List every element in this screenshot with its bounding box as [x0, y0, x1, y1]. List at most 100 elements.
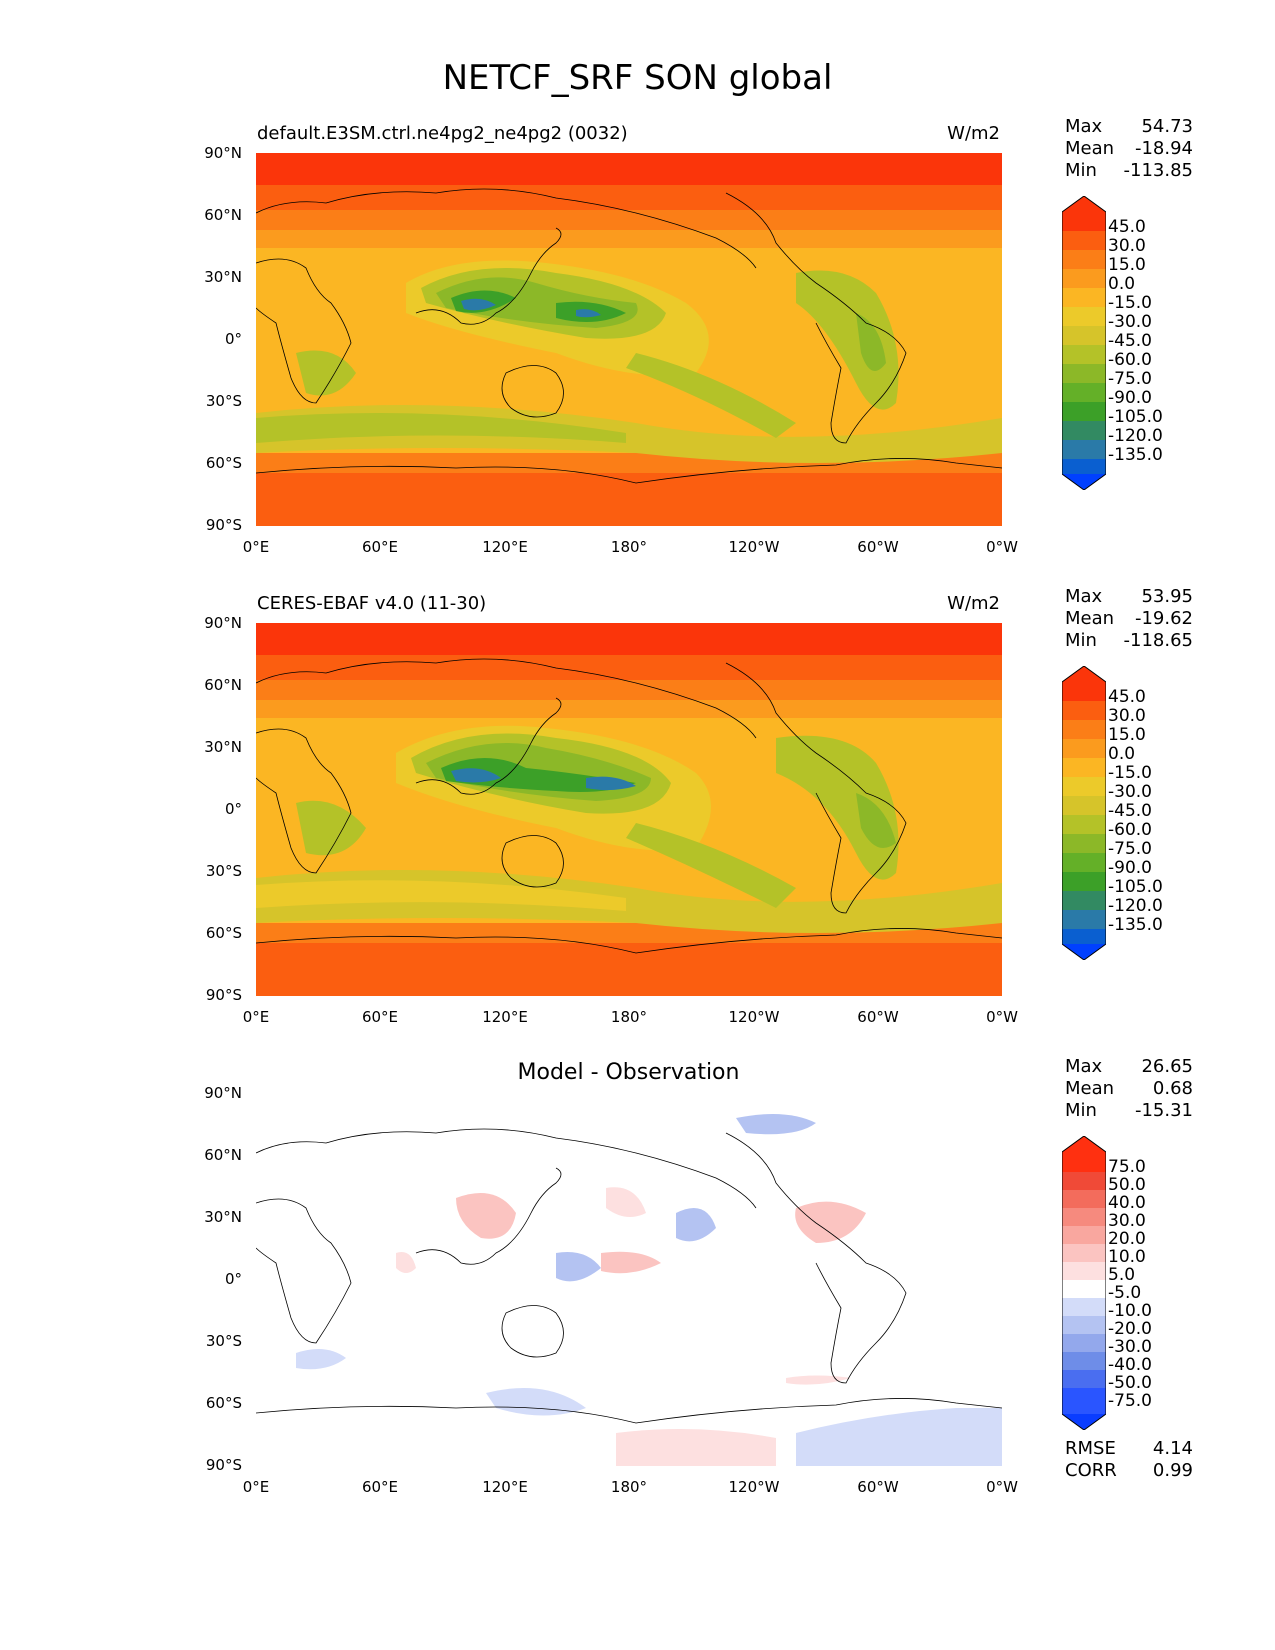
- antarctic-band-2: [256, 473, 1002, 526]
- colorbar: [1062, 196, 1106, 490]
- africa-coast: [256, 1198, 352, 1344]
- warm-pool-7: [576, 309, 601, 318]
- america-coast: [725, 662, 907, 914]
- lat-label: 30°S: [205, 392, 242, 410]
- eurasia-coast: [256, 1128, 757, 1209]
- diff-southern-blue: [486, 1388, 586, 1416]
- lon-label: 60°W: [857, 1008, 899, 1026]
- lon-label: 180°: [610, 1478, 648, 1496]
- asia-coast: [415, 1167, 562, 1265]
- contour-map: [256, 1093, 1002, 1466]
- lon-label: 120°E: [482, 1008, 528, 1026]
- arctic-band-2: [256, 185, 1002, 210]
- lat-label: 60°S: [205, 1394, 242, 1412]
- lon-label: 60°W: [857, 538, 899, 556]
- warm-pool-6: [586, 776, 636, 791]
- units-label: W/m2: [947, 593, 1000, 614]
- lat-label: 90°S: [205, 1456, 242, 1474]
- lat-label: 30°N: [204, 268, 242, 286]
- stats-box: Max 26.65 Mean 0.68 Min -15.31: [1065, 1056, 1193, 1121]
- lat-label: 30°S: [205, 862, 242, 880]
- lon-label: 60°E: [361, 1478, 399, 1496]
- contour-map: [256, 153, 1002, 526]
- lon-label: 0°E: [242, 1478, 270, 1496]
- lon-label: 180°: [610, 1008, 648, 1026]
- panel-title: Model - Observation: [517, 1060, 740, 1085]
- lat-label: 30°S: [205, 1332, 242, 1350]
- arctic-band-4: [256, 700, 1002, 718]
- lon-label: 120°E: [482, 1478, 528, 1496]
- lon-label: 180°: [610, 538, 648, 556]
- antarctica-coast: [256, 458, 1002, 484]
- figure-title: NETCF_SRF SON global: [442, 58, 833, 98]
- arctic-band: [256, 153, 1002, 185]
- colorbar-labels: 75.0 50.0 40.0 30.0 20.0 10.0 5.0 -5.0 -…: [1108, 1157, 1152, 1411]
- eurasia-coast: [256, 658, 757, 739]
- arctic-band-4: [256, 230, 1002, 248]
- america-coast: [725, 192, 907, 444]
- lon-label: 60°E: [361, 538, 399, 556]
- lat-label: 60°S: [205, 924, 242, 942]
- lon-label: 120°E: [482, 538, 528, 556]
- lon-label: 120°W: [728, 1478, 780, 1496]
- diff-south-indian-blue: [296, 1349, 346, 1370]
- panel-observation: CERES-EBAF v4.0 (11-30) W/m2: [0, 586, 1275, 1060]
- lon-label: 0°W: [986, 538, 1018, 556]
- eurasia-coast: [256, 188, 757, 269]
- lat-label: 30°N: [204, 1208, 242, 1226]
- coastlines: [256, 1128, 1002, 1424]
- lon-label: 60°E: [361, 1008, 399, 1026]
- lat-label: 90°S: [205, 986, 242, 1004]
- lat-label: 0°: [224, 1270, 242, 1288]
- diff-northpac-red: [606, 1187, 646, 1217]
- antarctic-band-2: [256, 943, 1002, 996]
- colorbar-labels: 45.0 30.0 15.0 0.0 -15.0 -30.0 -45.0 -60…: [1108, 217, 1163, 465]
- panel-model: default.E3SM.ctrl.ne4pg2_ne4pg2 (0032) W…: [0, 116, 1275, 590]
- diff-westpac-red: [456, 1193, 516, 1239]
- antarctica-coast: [256, 1398, 1002, 1424]
- antarctica-coast: [256, 928, 1002, 954]
- lon-label: 60°W: [857, 1478, 899, 1496]
- rmse-corr-box: RMSE 4.14 CORR 0.99: [1065, 1438, 1193, 1481]
- diff-tropical-blue: [556, 1252, 601, 1282]
- asia-coast: [415, 697, 562, 795]
- background-fill: [256, 1093, 1002, 1466]
- lat-label: 90°N: [204, 144, 242, 162]
- stats-box: Max 54.73 Mean -18.94 Min -113.85: [1065, 116, 1193, 181]
- australia-coast: [501, 835, 564, 888]
- map-difference: [256, 1093, 1002, 1466]
- colorbar: [1062, 1136, 1106, 1430]
- lat-label: 60°N: [204, 1146, 242, 1164]
- colorbar: [1062, 666, 1106, 960]
- arctic-band-3: [256, 680, 1002, 700]
- stats-box: Max 53.95 Mean -19.62 Min -118.65: [1065, 586, 1193, 651]
- lat-label: 60°S: [205, 454, 242, 472]
- lat-label: 90°S: [205, 516, 242, 534]
- diff-antarctic-red: [616, 1429, 776, 1466]
- map-observation: [256, 623, 1002, 996]
- units-label: W/m2: [947, 123, 1000, 144]
- warm-pool-6: [461, 298, 496, 311]
- diff-arctic-blue: [736, 1114, 816, 1135]
- lat-label: 0°: [224, 800, 242, 818]
- america-coast: [725, 1132, 907, 1384]
- lon-label: 0°E: [242, 1008, 270, 1026]
- panel-title: default.E3SM.ctrl.ne4pg2_ne4pg2 (0032): [257, 123, 628, 144]
- amazon-green: [856, 793, 896, 848]
- americas-green: [776, 735, 899, 880]
- africa-coast: [256, 258, 352, 404]
- lat-label: 90°N: [204, 1084, 242, 1102]
- diff-tropical-red: [601, 1251, 661, 1274]
- southern-belt-2: [256, 413, 626, 443]
- australia-coast: [501, 1305, 564, 1358]
- diff-northpac-blue: [676, 1208, 716, 1242]
- australia-coast: [501, 365, 564, 418]
- lat-label: 60°N: [204, 206, 242, 224]
- asia-coast: [415, 227, 562, 325]
- lon-label: 120°W: [728, 1008, 780, 1026]
- diff-caribbean-red: [795, 1201, 866, 1243]
- warm-pool-5: [451, 768, 501, 783]
- lon-label: 120°W: [728, 538, 780, 556]
- lon-label: 0°W: [986, 1478, 1018, 1496]
- colorbar-labels: 45.0 30.0 15.0 0.0 -15.0 -30.0 -45.0 -60…: [1108, 687, 1163, 935]
